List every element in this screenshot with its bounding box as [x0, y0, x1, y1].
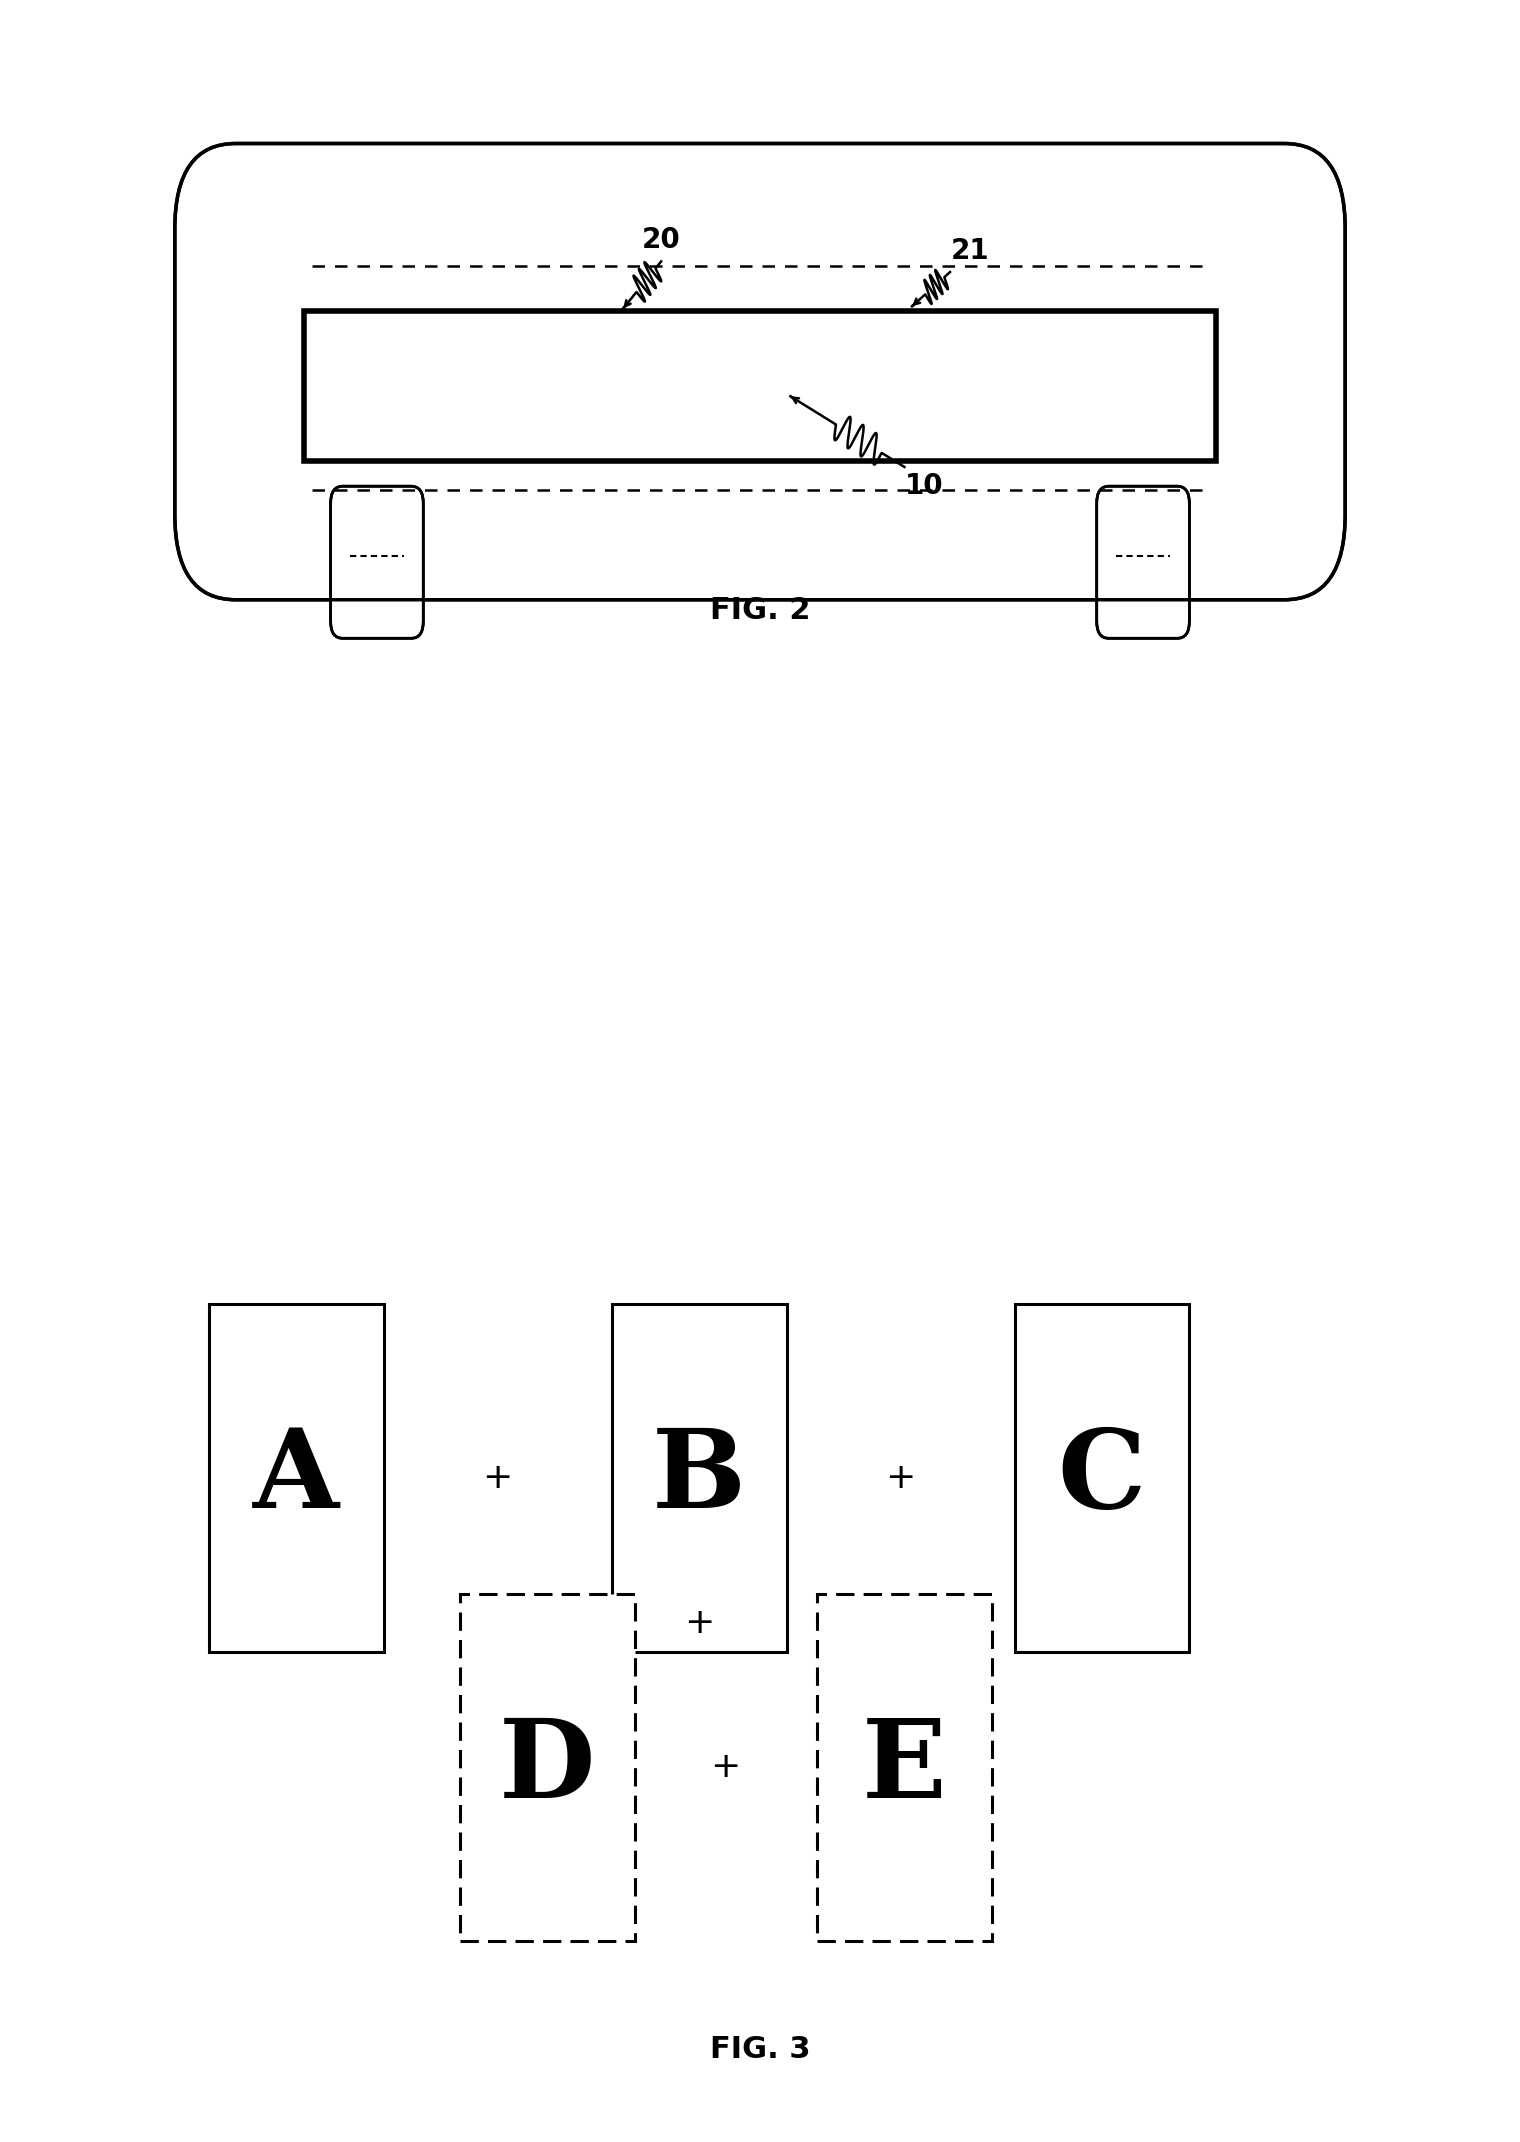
Text: +: + [886, 1461, 915, 1495]
Bar [459, 1594, 635, 1941]
Text: FIG. 2: FIG. 2 [710, 595, 810, 625]
FancyBboxPatch shape [331, 486, 423, 638]
Bar [304, 311, 1216, 461]
Text: +: + [684, 1606, 714, 1639]
Text: 21: 21 [950, 236, 990, 266]
Text: A: A [254, 1424, 339, 1532]
Bar [210, 1304, 383, 1651]
Text: +: + [483, 1461, 512, 1495]
Text: C: C [1058, 1424, 1146, 1532]
FancyBboxPatch shape [175, 144, 1345, 600]
Bar [611, 1304, 787, 1651]
Bar [1015, 1304, 1190, 1651]
FancyBboxPatch shape [1097, 486, 1189, 638]
Text: B: B [652, 1424, 746, 1532]
Text: FIG. 3: FIG. 3 [710, 2035, 810, 2065]
Bar [818, 1594, 991, 1941]
Text: 20: 20 [641, 225, 681, 255]
Text: E: E [862, 1714, 947, 1821]
Text: +: + [711, 1750, 740, 1784]
Text: D: D [499, 1714, 596, 1821]
Text: 10: 10 [904, 471, 944, 501]
